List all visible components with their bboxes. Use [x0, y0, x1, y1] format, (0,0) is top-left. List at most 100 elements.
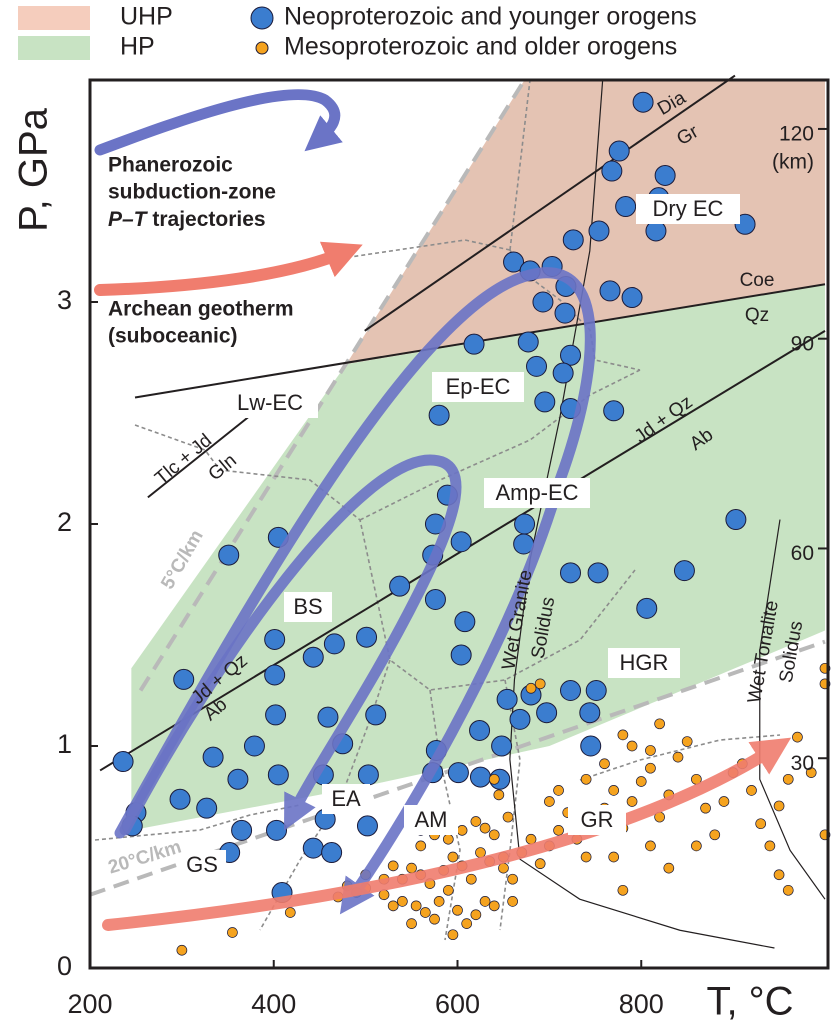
data-point	[227, 768, 249, 790]
data-point	[554, 302, 576, 324]
reaction-line	[759, 519, 826, 900]
data-point	[456, 825, 468, 836]
data-point	[321, 842, 343, 864]
annotation: subduction-zone	[108, 181, 276, 204]
data-point	[534, 858, 546, 870]
legend-marker	[250, 6, 274, 30]
data-point	[419, 907, 431, 918]
data-point	[673, 560, 695, 582]
field-label: HGR	[620, 650, 669, 675]
data-point	[507, 873, 518, 885]
data-point	[218, 544, 240, 566]
annotation: Phanerozoic	[108, 154, 233, 177]
x-tick-label: 800	[619, 989, 664, 1019]
data-point	[805, 767, 817, 778]
geotherm	[138, 78, 527, 692]
data-point	[525, 682, 537, 694]
annotation: Archean geotherm	[108, 298, 294, 321]
data-point	[553, 785, 564, 796]
data-point	[493, 789, 505, 801]
data-point	[672, 751, 684, 763]
data-point	[469, 766, 491, 788]
data-point	[681, 736, 693, 747]
data-point	[169, 788, 191, 810]
data-point	[470, 909, 482, 921]
legend-marker	[255, 41, 269, 55]
data-point	[231, 819, 253, 841]
data-point	[599, 758, 610, 770]
data-point	[406, 862, 417, 874]
data-point	[615, 196, 637, 218]
data-point	[746, 785, 757, 796]
data-point	[356, 815, 378, 837]
data-point	[450, 644, 472, 666]
data-point	[608, 140, 630, 162]
data-point	[176, 944, 188, 956]
line-label: Tlc + Jd	[151, 430, 216, 489]
x-tick-label: 200	[67, 989, 112, 1019]
data-point	[621, 287, 643, 309]
data-point	[428, 404, 450, 426]
x-tick-label: 400	[251, 989, 296, 1019]
data-point	[534, 678, 546, 690]
data-point	[782, 884, 794, 896]
data-point	[514, 513, 536, 535]
data-point	[691, 840, 702, 852]
data-point	[112, 751, 134, 773]
y2-tick-label: 90	[791, 332, 814, 355]
data-point	[588, 220, 610, 242]
data-point	[196, 797, 218, 819]
data-point	[603, 400, 625, 422]
data-point	[773, 869, 785, 881]
data-point	[663, 862, 675, 874]
data-point	[764, 840, 776, 852]
data-point	[645, 840, 656, 852]
data-point	[429, 913, 440, 925]
data-point	[580, 735, 602, 757]
legend-swatch	[18, 6, 90, 30]
data-point	[560, 562, 582, 584]
annotation: (suboceanic)	[108, 325, 238, 348]
data-point	[709, 829, 721, 841]
data-point	[465, 873, 477, 885]
annotation-part: P–T	[108, 208, 149, 231]
data-point	[580, 773, 592, 785]
data-point	[415, 840, 427, 852]
data-point	[626, 740, 638, 752]
data-point	[553, 825, 564, 836]
legend-label: UHP	[120, 3, 173, 31]
y-tick-label: 3	[57, 285, 72, 315]
data-point	[356, 626, 378, 648]
data-point	[302, 837, 324, 859]
y2-axis-title: (km)	[772, 150, 814, 173]
data-point	[488, 773, 500, 785]
line-label: Gln	[205, 450, 241, 485]
y2-tick-label: 30	[791, 752, 814, 775]
data-point	[580, 851, 592, 863]
legend-label: Neoproterozoic and younger orogens	[284, 3, 697, 31]
data-point	[608, 785, 620, 796]
data-point	[387, 900, 399, 912]
data-point	[264, 664, 286, 686]
data-point	[502, 811, 514, 823]
data-point	[617, 884, 629, 896]
data-point	[517, 331, 539, 353]
data-point	[509, 708, 531, 730]
y2-tick-label: 120	[779, 122, 814, 145]
data-point	[626, 796, 638, 807]
data-point	[645, 762, 656, 774]
data-point	[562, 229, 584, 251]
region	[346, 80, 825, 365]
data-point	[599, 280, 621, 302]
y-tick-label: 1	[57, 729, 72, 759]
data-point	[498, 862, 509, 874]
geotherm-label: 20°C/km	[106, 837, 184, 879]
data-point	[469, 719, 491, 741]
field-label: Ep-EC	[446, 374, 511, 399]
data-point	[496, 688, 518, 710]
data-point	[536, 702, 558, 724]
y-tick-label: 0	[57, 951, 72, 981]
data-point	[357, 764, 379, 786]
y-tick-label: 2	[57, 507, 72, 537]
legend-label: HP	[120, 33, 155, 61]
